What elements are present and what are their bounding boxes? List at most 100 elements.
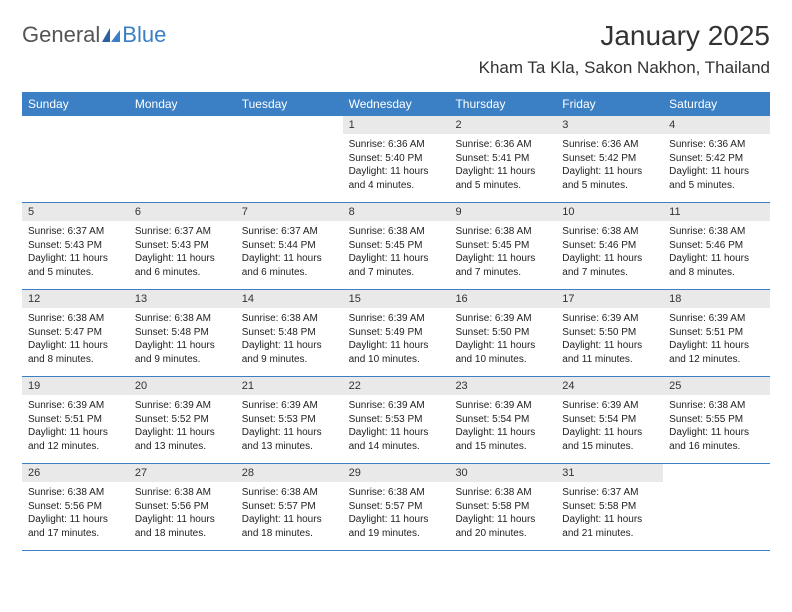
sunset-text: Sunset: 5:42 PM — [562, 152, 657, 166]
day-info: Sunrise: 6:39 AMSunset: 5:50 PMDaylight:… — [556, 308, 663, 370]
sunset-text: Sunset: 5:57 PM — [349, 500, 444, 514]
day-number: 19 — [22, 377, 129, 395]
day-cell: 25Sunrise: 6:38 AMSunset: 5:55 PMDayligh… — [663, 377, 770, 463]
day-info: Sunrise: 6:39 AMSunset: 5:51 PMDaylight:… — [22, 395, 129, 457]
day-number: 5 — [22, 203, 129, 221]
day-cell: 6Sunrise: 6:37 AMSunset: 5:43 PMDaylight… — [129, 203, 236, 289]
day-info: Sunrise: 6:38 AMSunset: 5:57 PMDaylight:… — [343, 482, 450, 544]
day-cell: 26Sunrise: 6:38 AMSunset: 5:56 PMDayligh… — [22, 464, 129, 550]
sunset-text: Sunset: 5:54 PM — [562, 413, 657, 427]
sunset-text: Sunset: 5:45 PM — [349, 239, 444, 253]
week-row: 1Sunrise: 6:36 AMSunset: 5:40 PMDaylight… — [22, 116, 770, 203]
day-info: Sunrise: 6:39 AMSunset: 5:49 PMDaylight:… — [343, 308, 450, 370]
sunset-text: Sunset: 5:52 PM — [135, 413, 230, 427]
day-cell: 27Sunrise: 6:38 AMSunset: 5:56 PMDayligh… — [129, 464, 236, 550]
day-number: 8 — [343, 203, 450, 221]
day-cell: 23Sunrise: 6:39 AMSunset: 5:54 PMDayligh… — [449, 377, 556, 463]
sunrise-text: Sunrise: 6:38 AM — [562, 225, 657, 239]
day-cell: 13Sunrise: 6:38 AMSunset: 5:48 PMDayligh… — [129, 290, 236, 376]
daylight-text: Daylight: 11 hours and 19 minutes. — [349, 513, 444, 540]
sunrise-text: Sunrise: 6:37 AM — [135, 225, 230, 239]
day-number: 23 — [449, 377, 556, 395]
sunset-text: Sunset: 5:45 PM — [455, 239, 550, 253]
daylight-text: Daylight: 11 hours and 5 minutes. — [562, 165, 657, 192]
day-info: Sunrise: 6:39 AMSunset: 5:53 PMDaylight:… — [343, 395, 450, 457]
day-number: 29 — [343, 464, 450, 482]
day-cell: 19Sunrise: 6:39 AMSunset: 5:51 PMDayligh… — [22, 377, 129, 463]
daylight-text: Daylight: 11 hours and 12 minutes. — [669, 339, 764, 366]
weeks-container: 1Sunrise: 6:36 AMSunset: 5:40 PMDaylight… — [22, 116, 770, 551]
daylight-text: Daylight: 11 hours and 12 minutes. — [28, 426, 123, 453]
daylight-text: Daylight: 11 hours and 10 minutes. — [349, 339, 444, 366]
day-info: Sunrise: 6:36 AMSunset: 5:42 PMDaylight:… — [556, 134, 663, 196]
sunset-text: Sunset: 5:48 PM — [135, 326, 230, 340]
sunrise-text: Sunrise: 6:39 AM — [455, 312, 550, 326]
day-number — [663, 464, 770, 470]
daylight-text: Daylight: 11 hours and 13 minutes. — [135, 426, 230, 453]
sunset-text: Sunset: 5:56 PM — [135, 500, 230, 514]
day-number: 12 — [22, 290, 129, 308]
daylight-text: Daylight: 11 hours and 9 minutes. — [242, 339, 337, 366]
daylight-text: Daylight: 11 hours and 21 minutes. — [562, 513, 657, 540]
day-header: Sunday — [22, 92, 129, 116]
sunset-text: Sunset: 5:48 PM — [242, 326, 337, 340]
daylight-text: Daylight: 11 hours and 16 minutes. — [669, 426, 764, 453]
day-info: Sunrise: 6:38 AMSunset: 5:48 PMDaylight:… — [129, 308, 236, 370]
day-number: 10 — [556, 203, 663, 221]
day-info: Sunrise: 6:36 AMSunset: 5:41 PMDaylight:… — [449, 134, 556, 196]
daylight-text: Daylight: 11 hours and 5 minutes. — [455, 165, 550, 192]
day-cell: 2Sunrise: 6:36 AMSunset: 5:41 PMDaylight… — [449, 116, 556, 202]
header: January 2025 Kham Ta Kla, Sakon Nakhon, … — [479, 20, 770, 78]
daylight-text: Daylight: 11 hours and 9 minutes. — [135, 339, 230, 366]
daylight-text: Daylight: 11 hours and 5 minutes. — [669, 165, 764, 192]
week-row: 12Sunrise: 6:38 AMSunset: 5:47 PMDayligh… — [22, 290, 770, 377]
sunset-text: Sunset: 5:43 PM — [28, 239, 123, 253]
day-number: 18 — [663, 290, 770, 308]
day-number: 27 — [129, 464, 236, 482]
day-cell: 29Sunrise: 6:38 AMSunset: 5:57 PMDayligh… — [343, 464, 450, 550]
day-cell: 8Sunrise: 6:38 AMSunset: 5:45 PMDaylight… — [343, 203, 450, 289]
daylight-text: Daylight: 11 hours and 20 minutes. — [455, 513, 550, 540]
location: Kham Ta Kla, Sakon Nakhon, Thailand — [479, 58, 770, 78]
sunrise-text: Sunrise: 6:39 AM — [669, 312, 764, 326]
sunrise-text: Sunrise: 6:39 AM — [349, 399, 444, 413]
day-info: Sunrise: 6:39 AMSunset: 5:52 PMDaylight:… — [129, 395, 236, 457]
day-number: 21 — [236, 377, 343, 395]
logo: General Blue — [22, 22, 166, 48]
sunset-text: Sunset: 5:54 PM — [455, 413, 550, 427]
day-info: Sunrise: 6:38 AMSunset: 5:48 PMDaylight:… — [236, 308, 343, 370]
day-cell: 1Sunrise: 6:36 AMSunset: 5:40 PMDaylight… — [343, 116, 450, 202]
sunset-text: Sunset: 5:44 PM — [242, 239, 337, 253]
sunrise-text: Sunrise: 6:39 AM — [349, 312, 444, 326]
daylight-text: Daylight: 11 hours and 17 minutes. — [28, 513, 123, 540]
day-info: Sunrise: 6:37 AMSunset: 5:43 PMDaylight:… — [22, 221, 129, 283]
day-cell: 24Sunrise: 6:39 AMSunset: 5:54 PMDayligh… — [556, 377, 663, 463]
daylight-text: Daylight: 11 hours and 6 minutes. — [242, 252, 337, 279]
sunrise-text: Sunrise: 6:36 AM — [349, 138, 444, 152]
daylight-text: Daylight: 11 hours and 5 minutes. — [28, 252, 123, 279]
day-number: 24 — [556, 377, 663, 395]
day-number: 31 — [556, 464, 663, 482]
daylight-text: Daylight: 11 hours and 4 minutes. — [349, 165, 444, 192]
sunrise-text: Sunrise: 6:38 AM — [455, 486, 550, 500]
sunrise-text: Sunrise: 6:38 AM — [349, 225, 444, 239]
day-cell: 31Sunrise: 6:37 AMSunset: 5:58 PMDayligh… — [556, 464, 663, 550]
day-info: Sunrise: 6:39 AMSunset: 5:54 PMDaylight:… — [556, 395, 663, 457]
sunset-text: Sunset: 5:58 PM — [455, 500, 550, 514]
day-cell: 4Sunrise: 6:36 AMSunset: 5:42 PMDaylight… — [663, 116, 770, 202]
day-cell: 14Sunrise: 6:38 AMSunset: 5:48 PMDayligh… — [236, 290, 343, 376]
day-info: Sunrise: 6:38 AMSunset: 5:55 PMDaylight:… — [663, 395, 770, 457]
sunrise-text: Sunrise: 6:36 AM — [669, 138, 764, 152]
day-info: Sunrise: 6:36 AMSunset: 5:40 PMDaylight:… — [343, 134, 450, 196]
sunrise-text: Sunrise: 6:38 AM — [135, 312, 230, 326]
day-cell: 21Sunrise: 6:39 AMSunset: 5:53 PMDayligh… — [236, 377, 343, 463]
day-number: 9 — [449, 203, 556, 221]
daylight-text: Daylight: 11 hours and 15 minutes. — [562, 426, 657, 453]
sunrise-text: Sunrise: 6:37 AM — [28, 225, 123, 239]
sunset-text: Sunset: 5:42 PM — [669, 152, 764, 166]
day-cell: 17Sunrise: 6:39 AMSunset: 5:50 PMDayligh… — [556, 290, 663, 376]
day-number: 6 — [129, 203, 236, 221]
day-number: 26 — [22, 464, 129, 482]
sunrise-text: Sunrise: 6:39 AM — [242, 399, 337, 413]
day-number: 1 — [343, 116, 450, 134]
